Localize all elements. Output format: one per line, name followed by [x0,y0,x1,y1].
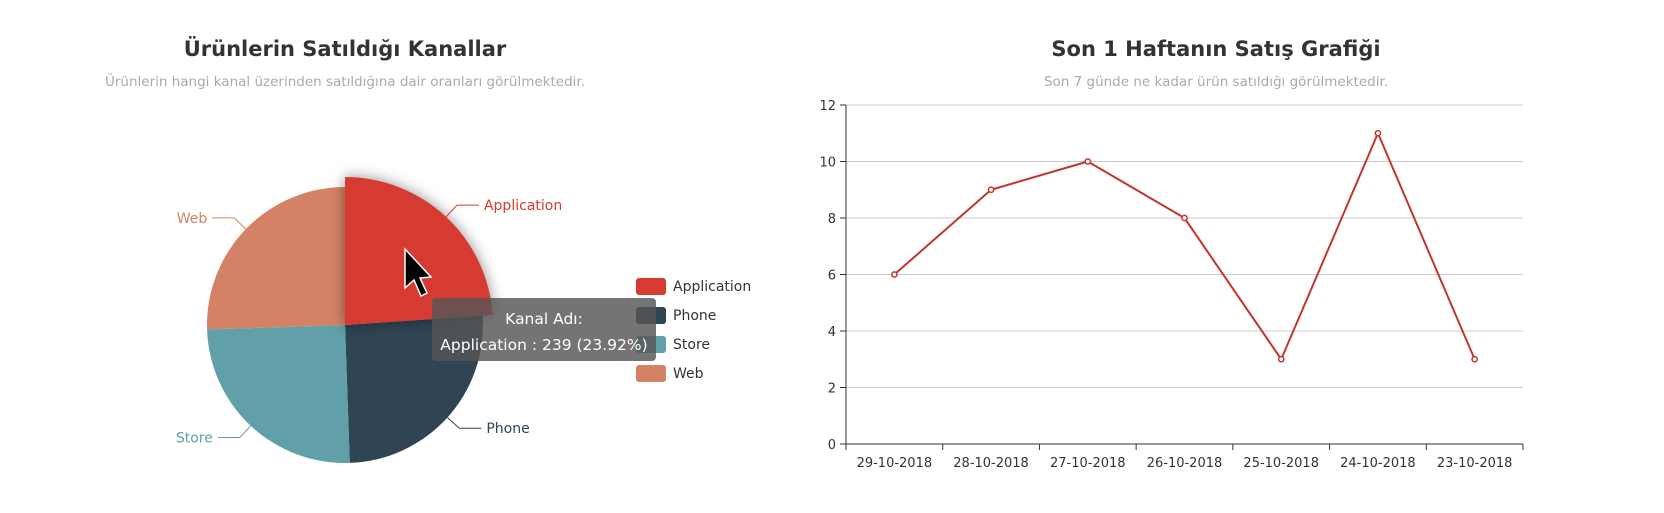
line-chart: 0 2 4 6 8 10 12 29-10-2018 28-10-2018 27-10-2018 2… [819,99,1524,471]
pie-label-application: Application [484,198,562,214]
data-point[interactable] [1374,129,1382,137]
legend-swatch-web[interactable] [636,365,666,382]
y-tick-label: 6 [828,269,836,284]
data-point[interactable] [1471,355,1478,363]
pie-slice-application[interactable] [345,177,493,325]
pie-slice-store[interactable] [207,325,350,463]
x-tick-label: 23-10-2018 [1437,456,1513,471]
tooltip-background [432,298,656,361]
data-point[interactable] [987,186,995,194]
pie-leader-line-phone [447,417,482,429]
x-tick-label: 27-10-2018 [1050,456,1126,471]
y-tick-label: 8 [828,212,836,227]
x-tick-label: 24-10-2018 [1340,456,1416,471]
pie-label-web: Web [177,211,208,227]
x-tick-label: 29-10-2018 [857,456,933,471]
legend-label-application[interactable]: Application [673,279,751,295]
y-tick-label: 0 [828,438,836,453]
pie-leader-line-store [217,425,252,439]
pie-leader-line-application [445,204,479,218]
y-tick-label: 4 [828,325,836,340]
series-line [893,132,1476,361]
y-tick-label: 2 [828,382,836,397]
line-chart-title: Son 1 Haftanın Satış Grafiği [1051,37,1380,61]
pie-label-store: Store [176,431,213,447]
y-tick-label: 12 [819,99,836,114]
x-tick-label: 28-10-2018 [953,456,1029,471]
data-point[interactable] [891,271,898,278]
mouse-cursor-icon [404,247,433,298]
pie-slice-web[interactable] [207,187,345,330]
pie-chart-subtitle: Ürünlerin hangi kanal üzerinden satıldığ… [105,72,585,90]
x-tick-label: 25-10-2018 [1243,456,1319,471]
data-point[interactable] [1277,355,1285,363]
pie-leader-line-web [212,217,247,230]
tooltip-title: Kanal Adı: [505,310,583,328]
y-tick-label: 10 [819,156,836,171]
data-point[interactable] [1181,214,1188,222]
pie-label-phone: Phone [486,421,529,437]
x-tick-label: 26-10-2018 [1147,456,1223,471]
legend-label-store[interactable]: Store [673,337,710,353]
data-point[interactable] [1084,158,1092,165]
legend-swatch-application[interactable] [636,278,666,295]
legend-label-phone[interactable]: Phone [673,308,716,324]
tooltip: Kanal Adı: Application : 239 (23.92%) [432,298,656,361]
tooltip-value: Application : 239 (23.92%) [440,336,647,354]
legend-label-web[interactable]: Web [673,366,704,382]
pie-chart-title: Ürünlerin Satıldığı Kanallar [184,36,507,61]
line-chart-subtitle: Son 7 günde ne kadar ürün satıldığı görü… [1044,74,1388,90]
